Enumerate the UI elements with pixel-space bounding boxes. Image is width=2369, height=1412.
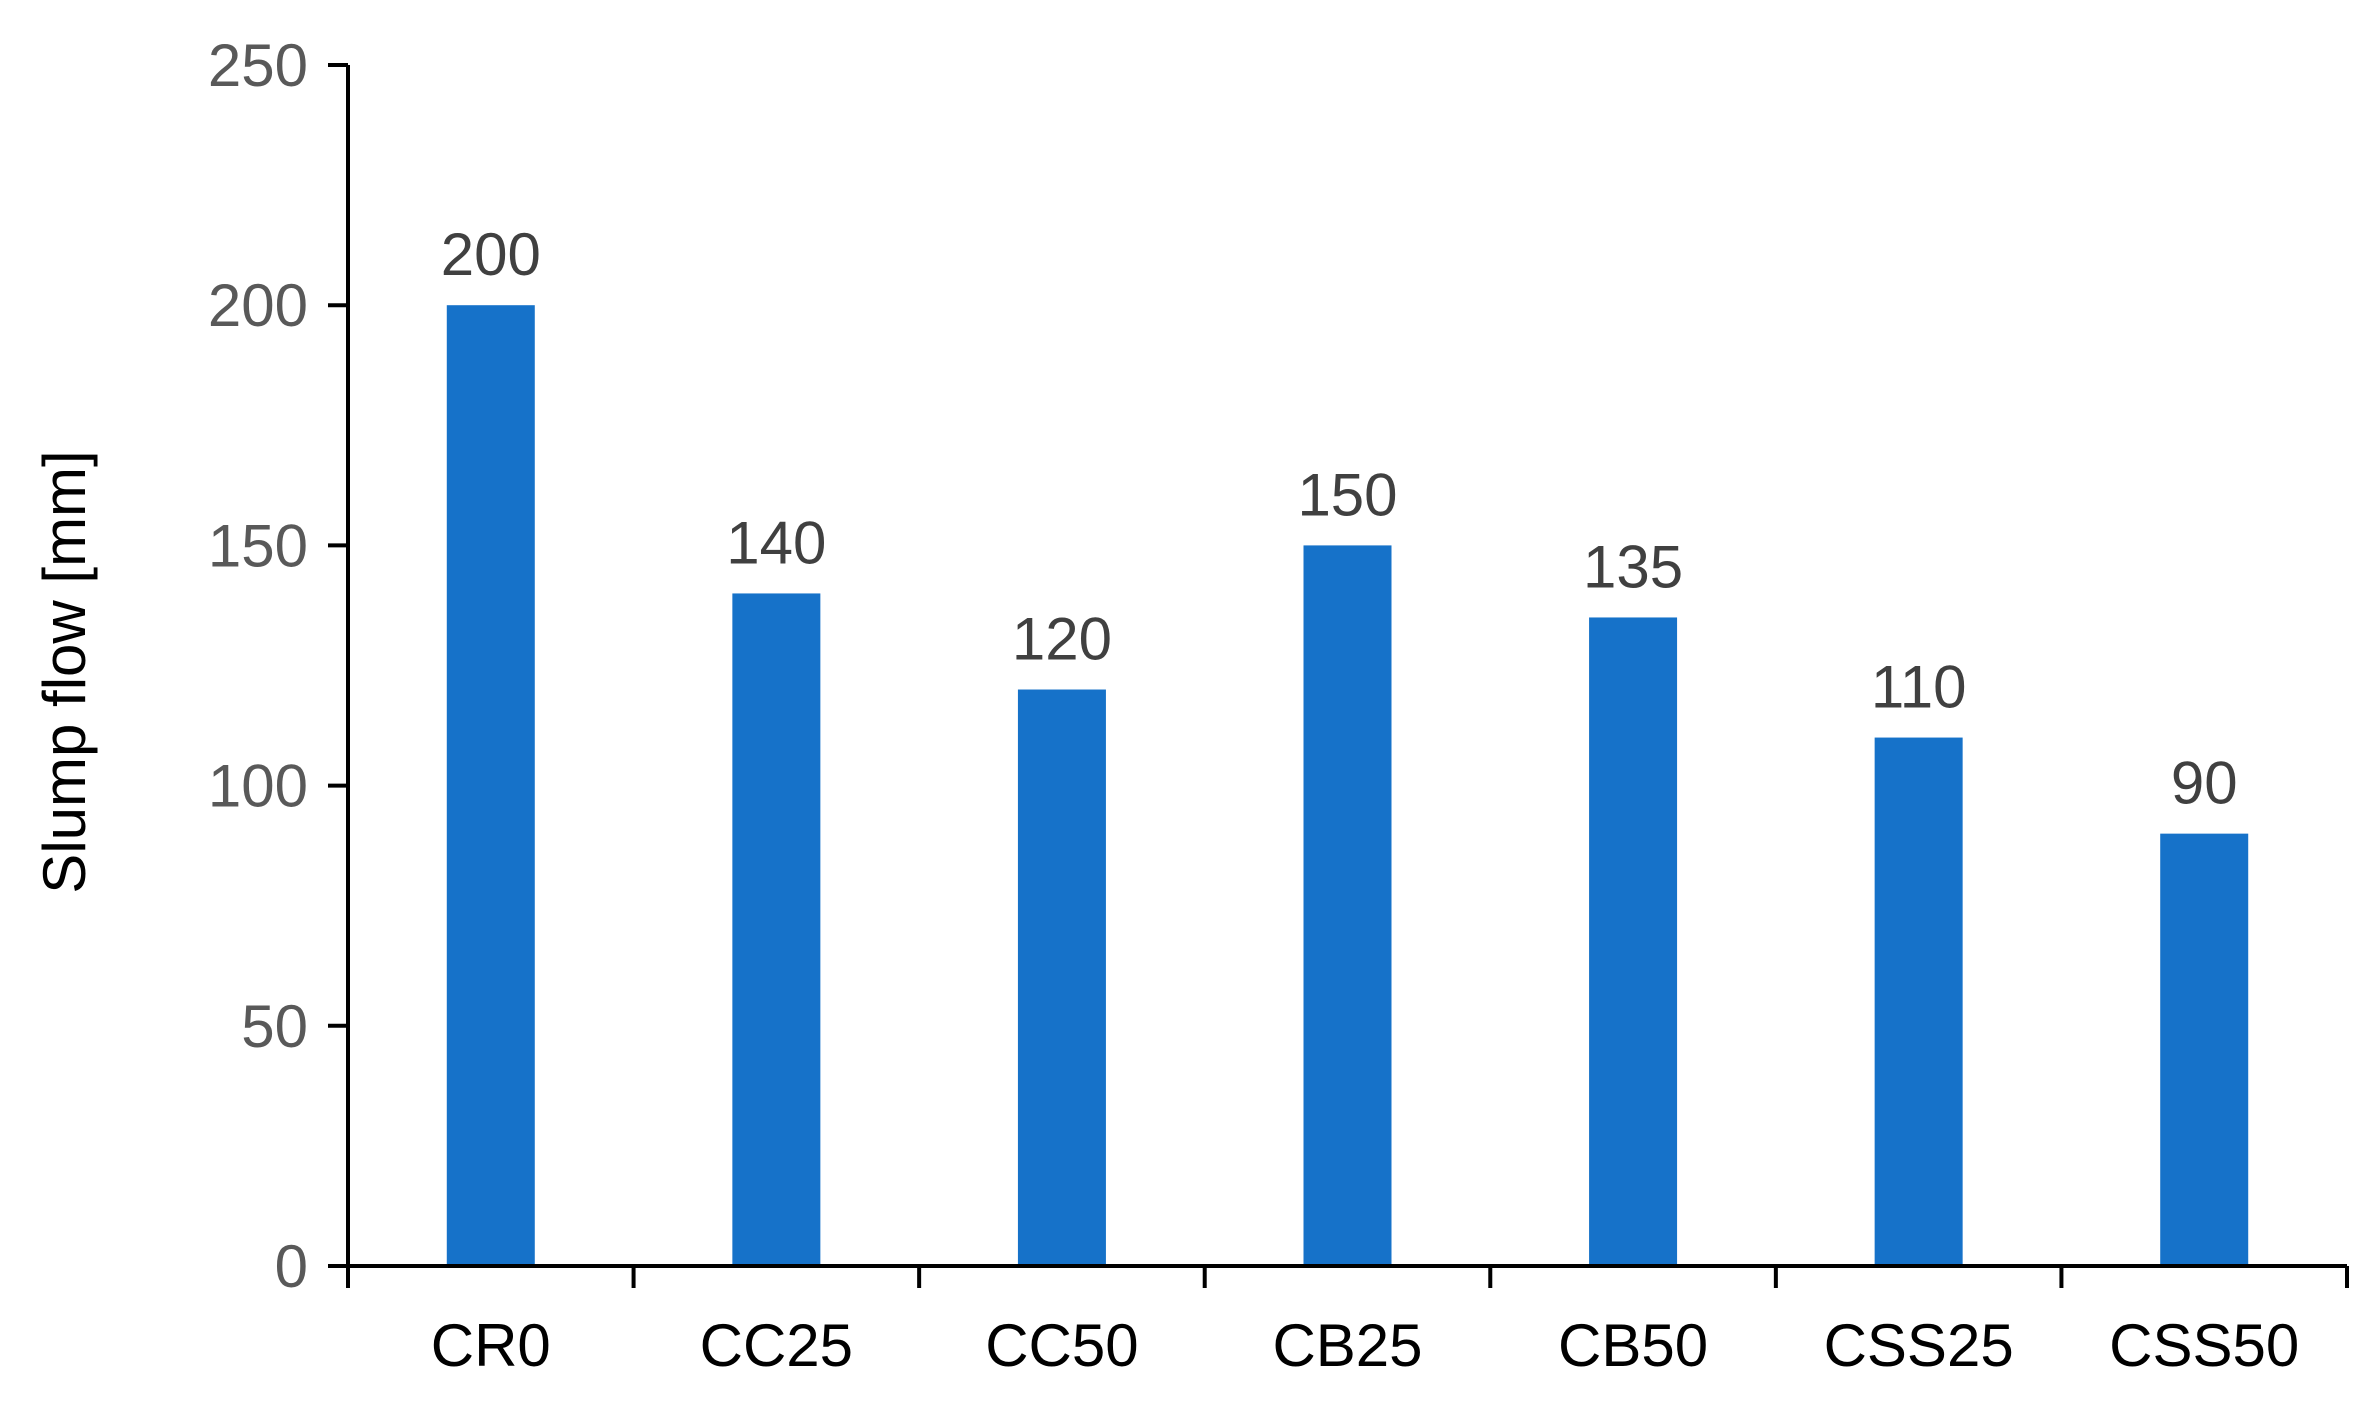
bar-CSS50 — [2160, 833, 2249, 1266]
x-tick-label: CSS50 — [2109, 1312, 2299, 1379]
bar-CC50 — [1017, 689, 1106, 1266]
data-label: 140 — [726, 509, 826, 576]
labels: 200 CR0 140 CC25 120 CC50 150 CB25 135 CB50 110 CSS… — [208, 32, 2299, 1379]
x-tick-label: CSS25 — [1824, 1312, 2014, 1379]
y-tick-label: 150 — [208, 512, 308, 579]
data-label: 120 — [1012, 606, 1112, 673]
data-label: 90 — [2171, 750, 2238, 817]
data-label: 150 — [1297, 461, 1397, 528]
x-tick-label: CC25 — [700, 1312, 853, 1379]
y-tick-label: 0 — [275, 1233, 308, 1300]
y-axis-label: Slump flow [mm] — [31, 450, 98, 893]
y-tick-label: 250 — [208, 32, 308, 99]
x-tick-label: CC50 — [985, 1312, 1138, 1379]
bar-CR0 — [446, 305, 535, 1266]
axes — [328, 63, 2349, 1288]
bar-CC25 — [732, 593, 821, 1266]
x-tick-label: CB25 — [1272, 1312, 1422, 1379]
x-tick-label: CR0 — [431, 1312, 551, 1379]
bars — [446, 305, 2249, 1266]
data-label: 110 — [1871, 654, 1967, 721]
y-tick-label: 100 — [208, 753, 308, 820]
x-tick-label: CB50 — [1558, 1312, 1708, 1379]
y-tick-label: 50 — [241, 993, 308, 1060]
bar-CB25 — [1303, 545, 1392, 1266]
data-label: 200 — [441, 221, 541, 288]
bar-CSS25 — [1874, 737, 1963, 1266]
bar-CB50 — [1589, 617, 1678, 1266]
data-label: 135 — [1583, 533, 1683, 600]
y-tick-label: 200 — [208, 272, 308, 339]
